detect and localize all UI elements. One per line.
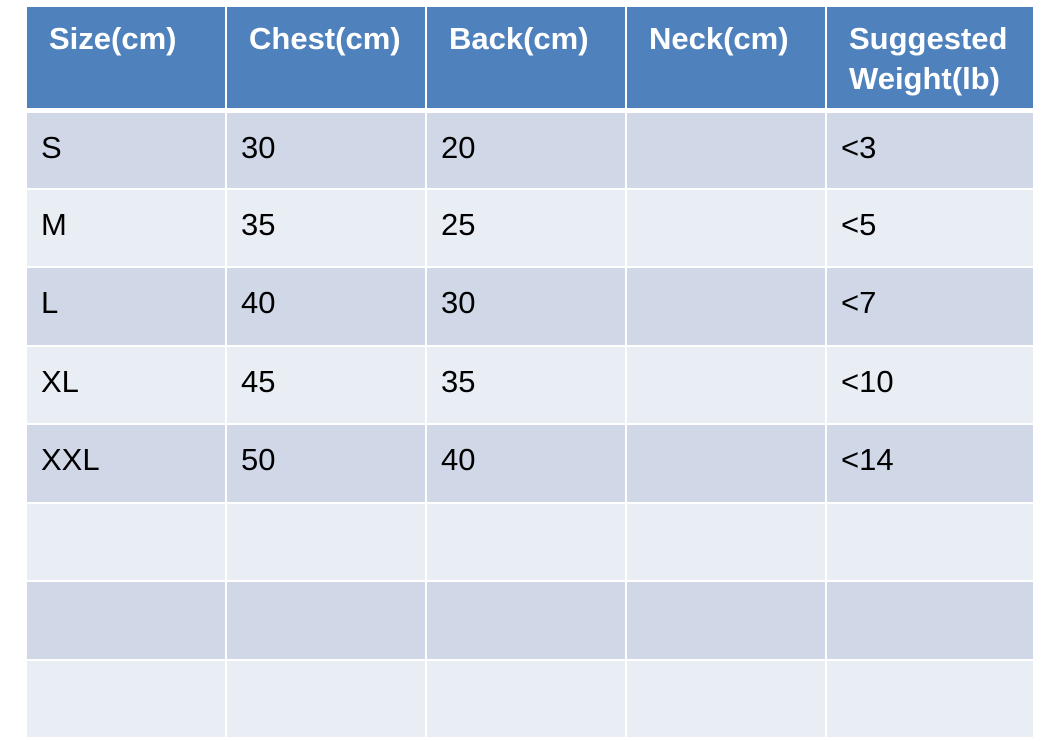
cell-weight: <10 (825, 344, 1035, 425)
cell-chest: 50 (225, 423, 427, 504)
cell-neck (625, 658, 827, 739)
cell-chest: 45 (225, 344, 427, 425)
cell-neck (625, 109, 827, 190)
header-neck: Neck(cm) (625, 5, 827, 113)
cell-size (25, 658, 227, 739)
size-chart-table: Size(cm) Chest(cm) Back(cm) Neck(cm) Sug… (25, 5, 1035, 739)
table-row-empty (25, 658, 1035, 739)
cell-back (425, 501, 627, 582)
header-size: Size(cm) (25, 5, 227, 113)
cell-neck (625, 423, 827, 504)
cell-weight: <14 (825, 423, 1035, 504)
cell-size (25, 580, 227, 661)
cell-back: 25 (425, 187, 627, 268)
table-row: XL 45 35 <10 (25, 344, 1035, 425)
cell-weight: <7 (825, 266, 1035, 347)
header-row: Size(cm) Chest(cm) Back(cm) Neck(cm) Sug… (25, 5, 1035, 113)
cell-weight: <5 (825, 187, 1035, 268)
cell-neck (625, 501, 827, 582)
header-back: Back(cm) (425, 5, 627, 113)
cell-weight (825, 501, 1035, 582)
table-row-empty (25, 580, 1035, 661)
cell-back: 30 (425, 266, 627, 347)
cell-weight (825, 658, 1035, 739)
cell-weight: <3 (825, 109, 1035, 190)
cell-weight (825, 580, 1035, 661)
cell-chest: 40 (225, 266, 427, 347)
cell-neck (625, 344, 827, 425)
cell-neck (625, 187, 827, 268)
cell-size: XXL (25, 423, 227, 504)
table-row: XXL 50 40 <14 (25, 423, 1035, 504)
cell-size (25, 501, 227, 582)
header-chest: Chest(cm) (225, 5, 427, 113)
cell-size: M (25, 187, 227, 268)
table-row-empty (25, 501, 1035, 582)
cell-chest: 35 (225, 187, 427, 268)
cell-chest: 30 (225, 109, 427, 190)
cell-back: 35 (425, 344, 627, 425)
cell-chest (225, 501, 427, 582)
cell-back: 20 (425, 109, 627, 190)
cell-neck (625, 266, 827, 347)
table-row: S 30 20 <3 (25, 109, 1035, 190)
cell-size: XL (25, 344, 227, 425)
cell-neck (625, 580, 827, 661)
cell-size: S (25, 109, 227, 190)
table-row: M 35 25 <5 (25, 187, 1035, 268)
cell-back (425, 580, 627, 661)
cell-chest (225, 580, 427, 661)
cell-back: 40 (425, 423, 627, 504)
cell-size: L (25, 266, 227, 347)
header-suggested-weight: Suggested Weight(lb) (825, 5, 1035, 113)
cell-back (425, 658, 627, 739)
table-row: L 40 30 <7 (25, 266, 1035, 347)
cell-chest (225, 658, 427, 739)
